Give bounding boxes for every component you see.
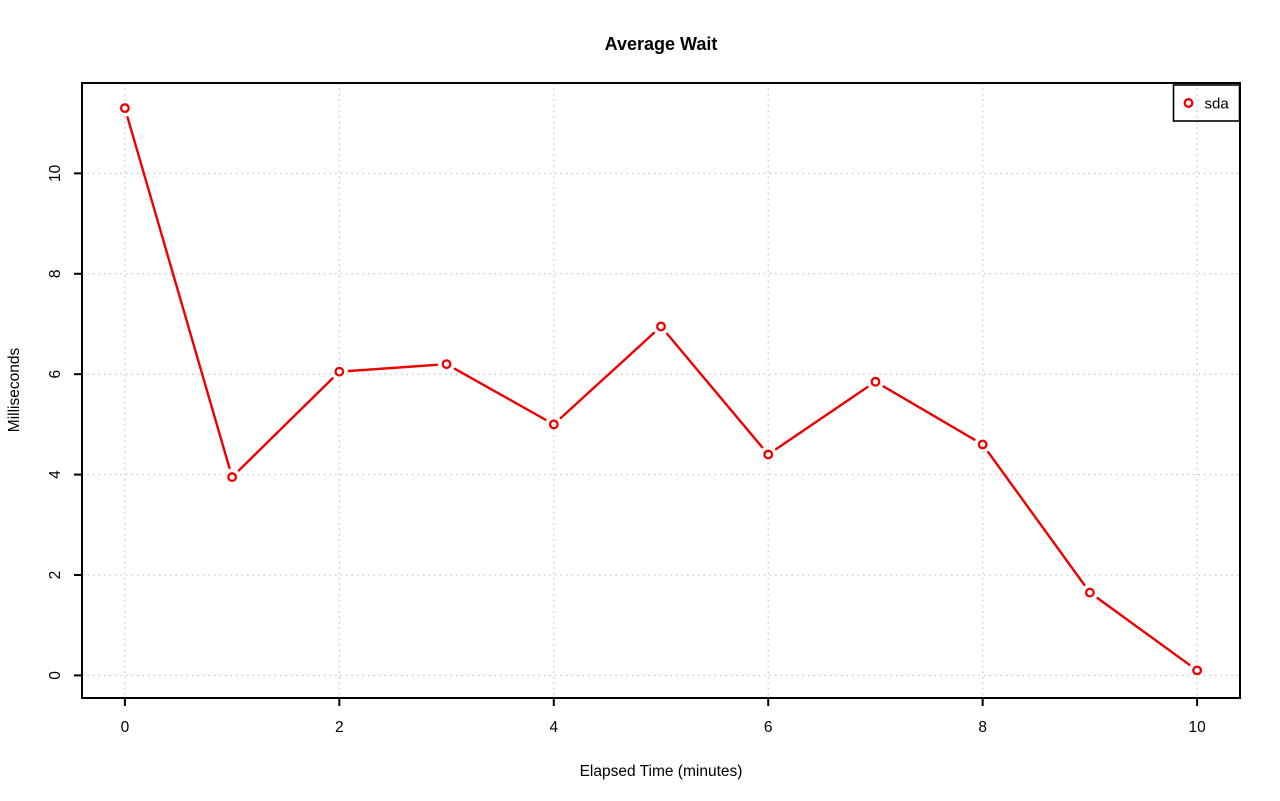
series-line-segment: [237, 377, 334, 472]
data-point-open-circle: [977, 439, 988, 450]
x-tick-label: 2: [335, 719, 344, 736]
data-point-open-circle: [1192, 665, 1203, 676]
legend: sda: [1172, 84, 1241, 122]
y-tick-label: 10: [47, 164, 64, 182]
x-tick-label: 10: [1188, 719, 1206, 736]
data-point-open-circle: [548, 419, 559, 430]
data-point-open-circle: [763, 449, 774, 460]
series-line-segment: [882, 385, 976, 441]
data-point-open-circle: [441, 359, 452, 370]
series-line-segment: [126, 116, 231, 470]
data-point-open-circle: [656, 321, 666, 332]
series-line-segment: [453, 367, 547, 421]
y-tick-label: 4: [47, 470, 64, 479]
legend-series-label: sda: [1205, 96, 1230, 113]
legend-box: [1172, 84, 1241, 122]
y-tick-label: 0: [47, 671, 64, 680]
series-line-segment: [665, 332, 764, 449]
y-tick-label: 8: [47, 269, 64, 278]
series-line-segment: [347, 363, 439, 373]
data-point-open-circle: [1084, 587, 1095, 598]
y-tick-label: 6: [47, 370, 64, 379]
x-tick-label: 4: [549, 719, 558, 736]
x-tick-label: 8: [978, 719, 987, 736]
grid-layer: [82, 83, 1240, 698]
x-tick-label: 6: [764, 719, 773, 736]
series-layer: [119, 103, 1203, 676]
axis-layer: 0 2 4 6 8 10 0 2 4 6 8 10: [47, 82, 1241, 736]
data-point-open-circle: [227, 472, 238, 483]
chart-title: Average Wait: [605, 34, 718, 54]
series-line-segment: [1096, 596, 1191, 667]
series-line-segment: [987, 450, 1086, 587]
x-tick-label: 0: [121, 719, 130, 736]
legend-marker-open-circle-icon: [1183, 98, 1194, 108]
data-point-open-circle: [334, 366, 345, 377]
plot-border: [81, 82, 1241, 699]
series-line-segment: [774, 385, 869, 451]
series-line-segment: [559, 331, 656, 420]
y-axis-label: Milliseconds: [6, 348, 23, 433]
y-tick-label: 2: [47, 571, 64, 580]
x-axis-label: Elapsed Time (minutes): [580, 763, 743, 780]
data-point-open-circle: [119, 103, 130, 114]
data-point-open-circle: [870, 376, 881, 387]
